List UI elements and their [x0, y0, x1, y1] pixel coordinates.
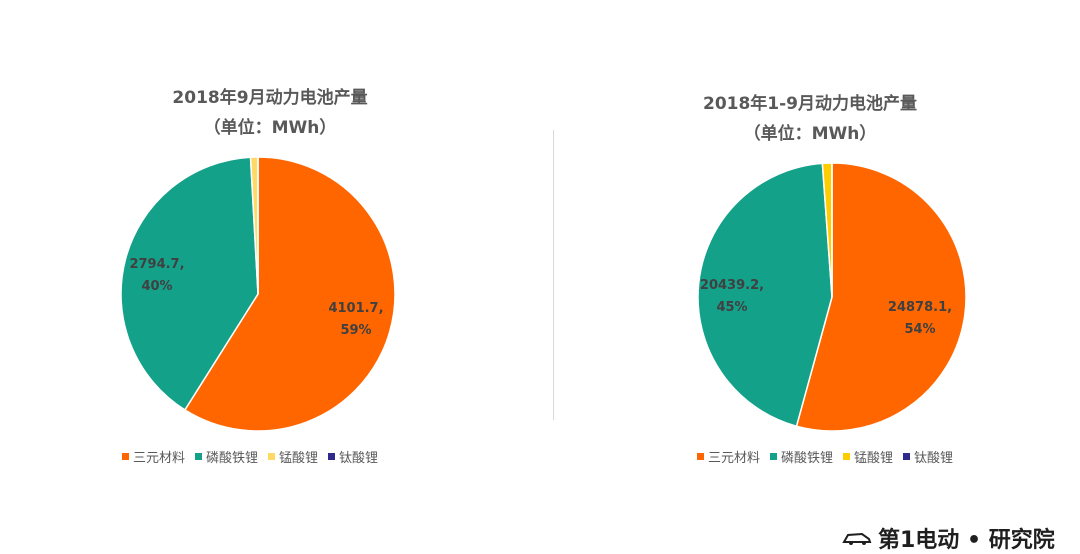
legend-item: 磷酸铁锂 [770, 447, 833, 466]
legend-item: 磷酸铁锂 [195, 447, 258, 466]
chart-legend: 三元材料 磷酸铁锂 锰酸锂 钛酸锂 [122, 447, 378, 466]
legend-swatch [328, 453, 335, 460]
legend-swatch [195, 453, 202, 460]
legend-item: 三元材料 [122, 447, 185, 466]
legend-label: 锰酸锂 [854, 447, 893, 466]
legend-label: 磷酸铁锂 [206, 447, 258, 466]
legend-label: 磷酸铁锂 [781, 447, 833, 466]
legend-swatch [770, 453, 777, 460]
legend-item: 钛酸锂 [903, 447, 953, 466]
legend-swatch [122, 453, 129, 460]
watermark-logo: 第1电动 • 研究院 [842, 522, 1055, 554]
legend-swatch [903, 453, 910, 460]
watermark-text: 第1电动 • 研究院 [878, 522, 1055, 554]
car-icon [842, 530, 872, 546]
chart-legend: 三元材料 磷酸铁锂 锰酸锂 钛酸锂 [697, 447, 953, 466]
legend-label: 三元材料 [708, 447, 760, 466]
legend-swatch [697, 453, 704, 460]
legend-item: 锰酸锂 [268, 447, 318, 466]
legend-item: 锰酸锂 [843, 447, 893, 466]
legend-label: 三元材料 [133, 447, 185, 466]
legend-label: 锰酸锂 [279, 447, 318, 466]
legend-item: 三元材料 [697, 447, 760, 466]
legend-swatch [843, 453, 850, 460]
chart-panel-left: 2018年9月动力电池产量 （单位：MWh） 4101.7,59%2794.7,… [0, 0, 540, 548]
legend-label: 钛酸锂 [914, 447, 953, 466]
legend-swatch [268, 453, 275, 460]
legend-label: 钛酸锂 [339, 447, 378, 466]
legend-item: 钛酸锂 [328, 447, 378, 466]
chart-panel-right: 2018年1-9月动力电池产量 （单位：MWh） 24878.1,54%2043… [540, 0, 1080, 548]
